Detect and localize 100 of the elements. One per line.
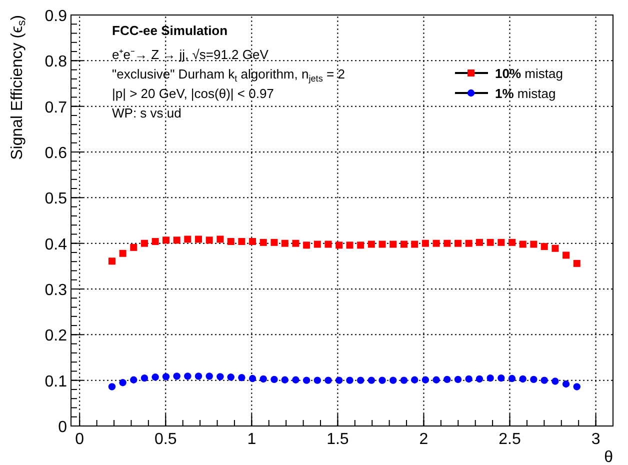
point [130,244,138,251]
point [465,375,472,383]
y-tick-label: 0.1 [44,373,68,390]
point [476,238,483,246]
point [249,238,256,246]
point [498,238,505,246]
point [130,376,138,384]
y-tick-label: 0.9 [44,8,68,25]
point [162,236,170,244]
y-tick-label: 0.7 [44,99,68,116]
point [411,240,418,248]
point [270,376,278,384]
point [422,240,429,247]
point [552,244,559,252]
annotation: |p| > 20 GeV, |cos(θ)| < 0.97 [112,86,274,101]
y-tick-label: 0.3 [44,282,68,299]
point [540,376,548,384]
y-tick-label: 0.2 [44,328,68,345]
point [227,238,234,246]
point [119,250,126,257]
x-tick-label: 0.5 [154,431,177,448]
point [540,243,548,250]
x-tick-label: 3 [591,431,600,448]
y-tick-label: 0.4 [44,236,68,254]
point [140,374,148,382]
point [346,242,354,249]
point [302,376,310,384]
point [346,376,354,384]
point [552,378,559,385]
point [400,240,408,248]
point [422,376,430,384]
point [486,374,494,382]
point [184,372,192,380]
point [292,240,300,247]
point [432,240,440,247]
point [194,372,202,380]
point [476,375,484,383]
y-tick-label: 0.5 [44,190,68,208]
point [573,260,580,267]
point [368,240,375,248]
x-axis-title: θ [604,449,614,465]
point [281,376,288,384]
point [206,236,213,244]
point [454,240,462,247]
point [562,380,570,388]
point [530,376,538,384]
point [573,383,580,390]
point [498,374,505,382]
point [378,376,386,384]
point [562,252,570,259]
point [324,240,332,248]
point [162,373,170,380]
point [335,376,343,384]
point [173,372,180,380]
annotation: e⁺e⁻→ Z → jj, √s=91.2 GeV [112,47,269,62]
y-tick-label: 0 [58,419,68,436]
point [227,374,234,381]
point [454,376,462,384]
point [314,376,321,384]
point [292,376,300,384]
point [508,238,516,246]
point [444,376,451,384]
x-tick-label: 0 [75,431,84,448]
point [357,242,364,249]
point [238,374,246,382]
point [336,242,343,249]
point [432,376,440,384]
point [270,238,278,246]
point [411,376,418,384]
point [378,240,386,248]
point [108,383,116,390]
point [216,373,224,380]
point [390,376,397,384]
y-tick-label: 0.8 [44,54,68,71]
point [119,379,126,386]
legend-label: 1% mistag [495,86,556,101]
point [184,236,192,243]
point [390,240,397,248]
point [206,372,213,380]
point [248,374,256,382]
point [465,240,472,247]
point [400,376,408,384]
point [519,375,526,383]
point [281,240,288,247]
point [260,375,267,383]
point [530,240,538,248]
annotation: WP: s vs ud [112,106,182,120]
point [140,240,148,247]
point [444,240,451,247]
point [314,240,321,248]
point [238,238,246,246]
point [152,238,159,246]
point [486,238,494,246]
point [508,374,516,382]
point [519,240,526,248]
point [216,236,224,243]
point [195,236,202,243]
y-tick-label: 0.6 [44,145,68,162]
text: FCC-ee Simulation [112,23,228,38]
x-tick-label: 2 [419,431,428,448]
